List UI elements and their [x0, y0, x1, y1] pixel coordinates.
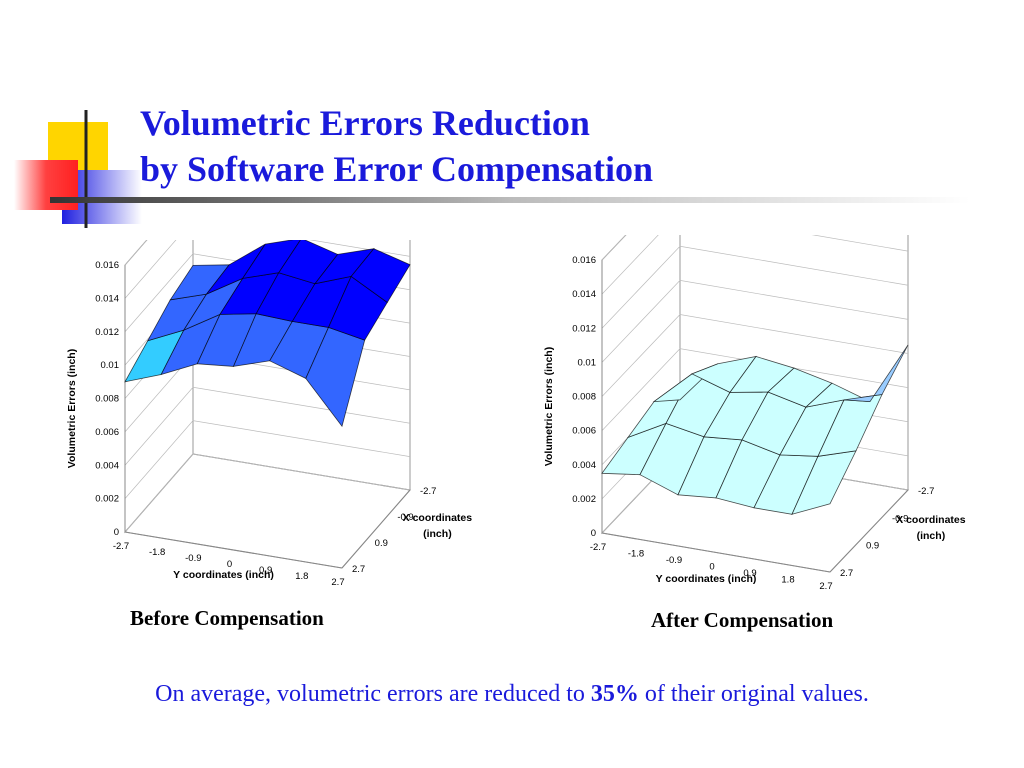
surface-patch [350, 248, 411, 303]
vertical-tick-label: 0.016 [95, 260, 119, 271]
y-coordinate-axis-title: Y coordinates (inch) [656, 573, 757, 585]
y-coordinate-tick-label: 1.8 [295, 571, 308, 582]
y-coordinate-tick-label: -0.9 [185, 553, 201, 564]
title-underline [50, 197, 970, 203]
vertical-tick-label: 0.008 [95, 394, 119, 405]
vertical-tick-label: 0.012 [572, 323, 596, 334]
surface-patch [241, 240, 301, 279]
surface [601, 344, 909, 515]
x-coordinate-tick-label: -0.9 [892, 513, 908, 524]
summary-suffix: of their original values. [644, 681, 869, 707]
y-coordinate-tick-label: 0 [227, 559, 232, 570]
y-coordinate-tick-label: 2.7 [331, 577, 344, 588]
vertical-tick-label: 0.014 [95, 293, 119, 304]
chart-before: 0 0.002 0.004 0.006 0.008 0.01 0.012 0.014 0.016… [55, 240, 530, 600]
gridline [124, 420, 411, 499]
gridline [601, 279, 909, 363]
caption-after: After Compensation [651, 608, 834, 632]
y-coordinate-axis-title: Y coordinates (inch) [173, 569, 274, 581]
vertical-tick-label: 0.006 [572, 426, 596, 437]
gridline [601, 245, 909, 329]
vertical-tick-label: 0.01 [101, 360, 120, 371]
gridline [124, 240, 411, 299]
y-coordinate-tick-label: 0.9 [259, 565, 272, 576]
x-coordinate-axis-line [829, 489, 909, 573]
y-coordinate-axis-line [601, 532, 831, 573]
x-coordinate-tick-label: -0.9 [397, 512, 413, 523]
decorative-logo-icon [14, 110, 142, 228]
vertical-tick-label: 0.008 [572, 392, 596, 403]
y-coordinate-tick-label: 0.9 [743, 568, 756, 579]
vertical-tick-label: 0.006 [95, 427, 119, 438]
x-coordinate-tick-label: -2.7 [918, 486, 934, 497]
chart-after: 0 0.002 0.004 0.006 0.008 0.01 0.012 0.014 0.016… [540, 235, 1020, 595]
gridline [124, 453, 411, 533]
vertical-tick-label: 0 [114, 527, 119, 538]
x-axis-title-line2: (inch) [917, 530, 946, 542]
vertical-axis-title: Volumetric Errors (inch) [66, 349, 78, 468]
summary-highlight: 35% [590, 681, 639, 707]
surface [124, 240, 411, 428]
y-coordinate-tick-label: -2.7 [590, 542, 606, 553]
y-coordinate-tick-label: 1.8 [781, 575, 794, 586]
summary-text: On average, volumetric errors are reduce… [0, 681, 1024, 708]
x-coordinate-axis-title: X coordinates (inch) [896, 514, 966, 542]
x-coordinate-tick-label: -2.7 [420, 486, 436, 497]
title-line-2: by Software Error Compensation [140, 149, 653, 189]
vertical-tick-label: 0.01 [578, 357, 597, 368]
x-coordinate-tick-label: 2.7 [352, 564, 365, 575]
page-title: Volumetric Errors Reduction by Software … [140, 100, 653, 192]
surface-patch [843, 344, 909, 403]
vertical-tick-label: 0 [591, 528, 596, 539]
vertical-tick-label: 0.002 [572, 494, 596, 505]
y-coordinate-tick-label: 2.7 [819, 581, 832, 592]
x-coordinate-tick-label: 0.9 [866, 541, 879, 552]
y-coordinate-tick-label: -1.8 [149, 547, 165, 558]
x-coordinate-tick-label: 0.9 [375, 538, 388, 549]
summary-prefix: On average, volumetric errors are reduce… [155, 681, 585, 707]
title-line-1: Volumetric Errors Reduction [140, 103, 590, 143]
vertical-tick-label: 0.016 [572, 255, 596, 266]
x-coordinate-axis-title: X coordinates (inch) [403, 512, 473, 540]
y-coordinate-tick-label: -1.8 [628, 549, 644, 560]
x-axis-title-line1: X coordinates [896, 514, 966, 526]
y-coordinate-tick-label: -0.9 [666, 555, 682, 566]
x-axis-title-line1: X coordinates [403, 512, 473, 524]
x-axis-title-line2: (inch) [423, 528, 452, 540]
vertical-tick-label: 0.002 [95, 494, 119, 505]
gridline [601, 314, 909, 397]
gridline [601, 348, 909, 431]
caption-before: Before Compensation [130, 606, 324, 630]
vertical-tick-label: 0.004 [572, 460, 596, 471]
y-coordinate-axis-line [124, 531, 343, 569]
x-coordinate-axis-line [341, 489, 411, 569]
vertical-tick-label: 0.004 [95, 460, 119, 471]
y-coordinate-tick-label: -2.7 [113, 541, 129, 552]
gridline [601, 235, 909, 295]
vertical-tick-label: 0.012 [95, 327, 119, 338]
x-coordinate-tick-label: 2.7 [840, 568, 853, 579]
vertical-tick-label: 0.014 [572, 289, 596, 300]
vertical-axis-title: Volumetric Errors (inch) [543, 347, 555, 466]
y-coordinate-tick-label: 0 [709, 562, 714, 573]
